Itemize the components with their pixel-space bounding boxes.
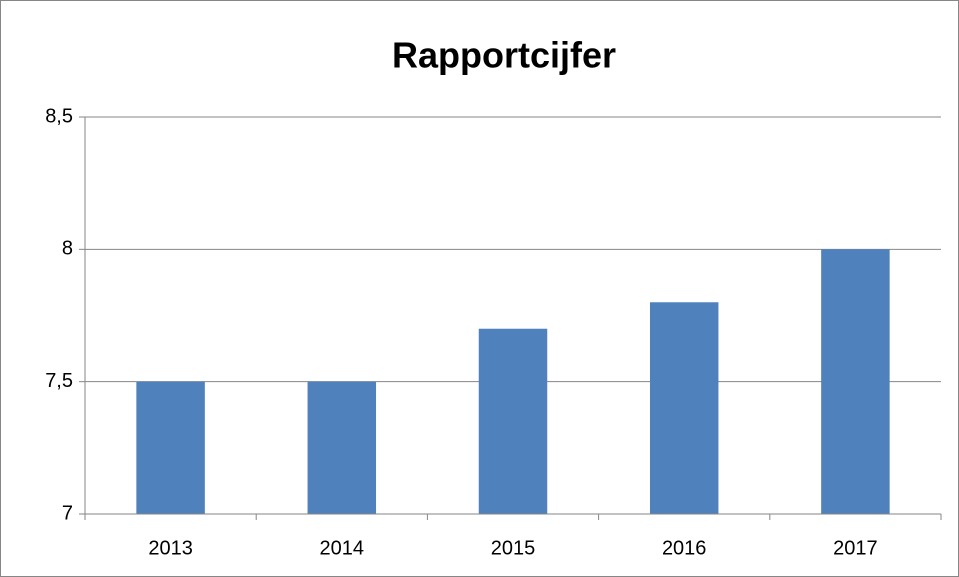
y-tick-label: 8 xyxy=(62,238,73,260)
bar xyxy=(136,381,205,514)
bar xyxy=(821,249,890,515)
bar xyxy=(307,381,377,514)
y-tick-label: 8,5 xyxy=(45,105,73,127)
x-tick-label: 2015 xyxy=(491,537,536,559)
x-tick-label: 2016 xyxy=(662,537,707,559)
bar xyxy=(478,328,548,514)
bar xyxy=(649,302,719,514)
x-tick-label: 2014 xyxy=(320,537,365,559)
y-tick-label: 7 xyxy=(62,502,73,524)
x-tick-label: 2017 xyxy=(833,537,878,559)
y-tick-label: 7,5 xyxy=(45,370,73,392)
chart-title: Rapportcijfer xyxy=(392,35,616,76)
x-tick-label: 2013 xyxy=(148,537,193,559)
